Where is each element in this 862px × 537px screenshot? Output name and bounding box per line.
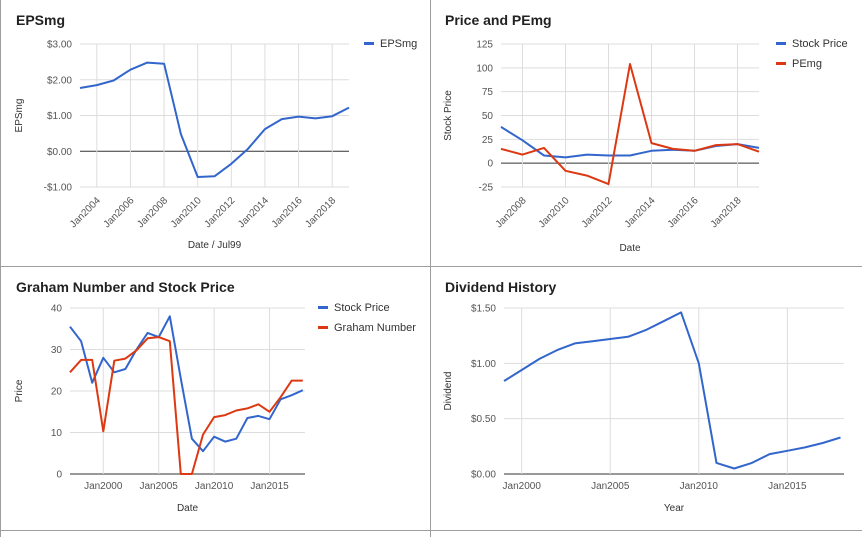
y-tick-label: $1.00 bbox=[471, 359, 496, 370]
x-tick-label: Jan2010 bbox=[169, 195, 204, 230]
legend-label: Stock Price bbox=[334, 302, 390, 314]
x-tick-label: Jan2015 bbox=[768, 481, 807, 492]
legend-label: Stock Price bbox=[792, 38, 848, 50]
y-tick-label: 75 bbox=[482, 87, 494, 98]
x-tick-label: Jan2018 bbox=[303, 195, 338, 230]
x-tick-label: Jan2006 bbox=[102, 195, 137, 230]
dividend-chart-title: Dividend History bbox=[445, 279, 557, 295]
y-axis-title: Stock Price bbox=[443, 90, 454, 141]
y-tick-label: $1.00 bbox=[47, 111, 72, 122]
y-tick-label: 100 bbox=[476, 63, 493, 74]
y-tick-label: 30 bbox=[51, 345, 63, 356]
y-tick-label: 0 bbox=[487, 159, 493, 170]
legend-label: EPSmg bbox=[380, 38, 417, 50]
x-tick-label: Jan2015 bbox=[250, 481, 289, 492]
y-tick-label: $1.50 bbox=[471, 304, 496, 315]
eps-chart-title: EPSmg bbox=[16, 12, 66, 28]
x-tick-label: Jan2005 bbox=[139, 481, 178, 492]
y-tick-label: -25 bbox=[479, 183, 494, 194]
series-line-stock-price bbox=[500, 126, 760, 159]
y-tick-label: $0.00 bbox=[47, 147, 72, 158]
y-tick-label: 125 bbox=[476, 40, 493, 51]
y-axis-title: EPSmg bbox=[14, 99, 25, 133]
x-axis-title: Date bbox=[177, 503, 199, 514]
y-tick-label: 0 bbox=[56, 470, 62, 481]
x-tick-label: Jan2012 bbox=[203, 195, 238, 230]
x-tick-label: Jan2014 bbox=[623, 195, 658, 230]
x-axis-title: Year bbox=[664, 503, 685, 514]
y-tick-label: -$1.00 bbox=[44, 183, 73, 194]
graham-chart-title: Graham Number and Stock Price bbox=[16, 279, 235, 295]
bottom-border bbox=[0, 530, 430, 531]
series-line-dividend bbox=[503, 311, 841, 470]
legend-swatch bbox=[364, 42, 374, 45]
y-tick-label: 20 bbox=[51, 387, 63, 398]
y-tick-label: $2.00 bbox=[47, 75, 72, 86]
series-line-graham-number bbox=[69, 336, 303, 475]
price-pe-chart-panel: Price and PEmg -25 0 25 50 75 100 125 Jan2008 Ja… bbox=[431, 0, 862, 266]
x-tick-label: Jan2000 bbox=[503, 481, 542, 492]
y-tick-label: $0.50 bbox=[471, 414, 496, 425]
price-pe-chart-title: Price and PEmg bbox=[445, 12, 552, 28]
bottom-border-right bbox=[431, 530, 862, 531]
y-axis-title: Dividend bbox=[443, 372, 454, 411]
x-tick-label: Jan2012 bbox=[580, 195, 615, 230]
x-tick-label: Jan2008 bbox=[494, 195, 529, 230]
y-tick-label: 40 bbox=[51, 304, 63, 315]
legend-label: PEmg bbox=[792, 58, 822, 70]
x-tick-label: Jan2010 bbox=[195, 481, 234, 492]
horizontal-divider bbox=[0, 266, 862, 267]
legend-swatch bbox=[318, 326, 328, 329]
x-tick-label: Jan2016 bbox=[666, 195, 701, 230]
legend-label: Graham Number bbox=[334, 322, 416, 334]
y-tick-label: $0.00 bbox=[471, 470, 496, 481]
vertical-divider bbox=[430, 0, 431, 537]
dividend-chart: $0.00 $0.50 $1.00 $1.50 Jan2000 Jan2005 Jan201… bbox=[443, 304, 844, 514]
graham-chart-panel: Graham Number and Stock Price 0 10 20 30 40 J… bbox=[0, 267, 430, 537]
left-border bbox=[0, 0, 1, 537]
x-tick-label: Jan2016 bbox=[270, 195, 305, 230]
x-tick-label: Jan2014 bbox=[236, 195, 271, 230]
x-tick-label: Jan2018 bbox=[709, 195, 744, 230]
x-axis-title: Date / Jul99 bbox=[188, 240, 242, 251]
x-tick-label: Jan2004 bbox=[68, 195, 103, 230]
y-tick-label: 10 bbox=[51, 428, 63, 439]
dividend-chart-panel: Dividend History $0.00 $0.50 $1.00 $1.50 Jan… bbox=[431, 267, 862, 537]
eps-chart-panel: EPSmg -$1.00 $0.00 $1.00 $2.00 $3.00 Jan2004 J… bbox=[0, 0, 430, 266]
x-axis-title: Date bbox=[619, 243, 641, 254]
series-line-pemg bbox=[500, 63, 760, 186]
x-tick-label: Jan2010 bbox=[680, 481, 719, 492]
x-tick-label: Jan2000 bbox=[84, 481, 123, 492]
y-tick-label: $3.00 bbox=[47, 40, 72, 51]
legend-swatch bbox=[776, 62, 786, 65]
y-axis-title: Price bbox=[14, 379, 25, 402]
legend-swatch bbox=[318, 306, 328, 309]
y-tick-label: 50 bbox=[482, 111, 494, 122]
x-tick-label: Jan2008 bbox=[135, 195, 170, 230]
eps-chart: -$1.00 $0.00 $1.00 $2.00 $3.00 Jan2004Jan2006… bbox=[14, 38, 417, 251]
graham-chart: 0 10 20 30 40 Jan2000 Jan2005 Jan2010 Jan2015 Dat… bbox=[14, 302, 416, 514]
legend-swatch bbox=[776, 42, 786, 45]
x-tick-label: Jan2005 bbox=[591, 481, 630, 492]
x-tick-label: Jan2010 bbox=[537, 195, 572, 230]
series-line-stock-price bbox=[69, 315, 304, 453]
y-tick-label: 25 bbox=[482, 135, 494, 146]
series-line-epsmg bbox=[79, 61, 350, 178]
